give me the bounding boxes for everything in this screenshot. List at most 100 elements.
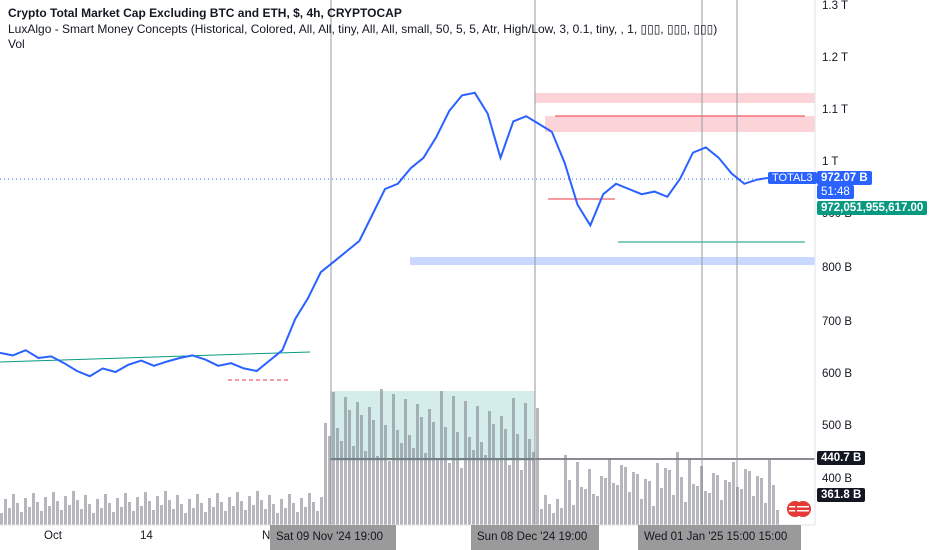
volume-bar <box>756 476 759 525</box>
volume-bar <box>60 510 63 525</box>
volume-bar <box>416 404 419 525</box>
volume-bar <box>428 409 431 525</box>
price-line <box>0 91 771 378</box>
volume-bar <box>384 425 387 525</box>
volume-bar <box>212 507 215 525</box>
volume-bar <box>696 486 699 525</box>
volume-bar <box>316 511 319 525</box>
volume-bar <box>184 513 187 525</box>
price-tick: 400 B <box>822 473 853 485</box>
volume-bar <box>548 504 551 525</box>
time-flag: Sat 09 Nov '24 19:00 <box>270 525 396 550</box>
volume-bar <box>172 509 175 525</box>
volume-bar <box>484 455 487 525</box>
price-tick: 600 B <box>822 368 853 380</box>
volume-bar <box>288 494 291 525</box>
volume-bar <box>480 442 483 525</box>
volume-bar <box>160 505 163 525</box>
volume-bar <box>436 458 439 525</box>
volume-bar <box>252 505 255 525</box>
volume-bar <box>556 499 559 525</box>
time-label: 14 <box>140 530 153 542</box>
volume-bar <box>672 495 675 525</box>
volume-bar <box>516 434 519 525</box>
volume-bar <box>240 501 243 525</box>
time-flag: Wed 01 Jan '25 15:00 15:00 <box>638 525 801 550</box>
volume-bar <box>376 456 379 525</box>
time-label: N <box>262 530 271 542</box>
volume-bar <box>12 494 15 525</box>
volume-bar <box>684 502 687 525</box>
volume-bar <box>64 496 67 525</box>
volume-bar <box>136 497 139 525</box>
volume-bar <box>664 468 667 525</box>
volume-bar <box>608 458 611 525</box>
volume-bar <box>600 476 603 525</box>
volume-bar <box>360 415 363 525</box>
volume-bar <box>24 498 27 525</box>
volume-bar <box>596 496 599 525</box>
volume-bar <box>128 502 131 525</box>
volume-bar <box>76 500 79 525</box>
volume-bar <box>140 506 143 525</box>
volume-bar <box>156 496 159 525</box>
crosshair-value-tag: 972,051,955,617.00 <box>817 201 928 215</box>
volume-bar <box>28 507 31 525</box>
volume-bar <box>452 396 455 525</box>
volume-bar <box>488 411 491 525</box>
volume-bar <box>528 439 531 525</box>
volume-bar <box>264 509 267 525</box>
volume-bar <box>144 492 147 525</box>
volume-bar <box>572 505 575 525</box>
volume-bar <box>700 466 703 525</box>
volume-bar <box>320 497 323 525</box>
price-tick: 700 B <box>822 316 853 328</box>
volume-bar <box>776 510 779 525</box>
volume-bar <box>120 507 123 525</box>
volume-bar <box>40 511 43 525</box>
volume-bar <box>304 507 307 525</box>
volume-bar <box>472 450 475 525</box>
volume-bar <box>20 512 23 525</box>
volume-bar <box>568 480 571 525</box>
volume-bar <box>196 494 199 525</box>
volume-title[interactable]: Vol <box>8 37 25 51</box>
volume-bar <box>424 453 427 525</box>
volume-bar <box>308 493 311 525</box>
indicator-title[interactable]: LuxAlgo - Smart Money Concepts (Historic… <box>8 21 718 36</box>
volume-bar <box>476 406 479 525</box>
volume-bar <box>728 482 731 525</box>
volume-bar <box>356 402 359 525</box>
volume-bar <box>256 491 259 525</box>
symbol-title[interactable]: Crypto Total Market Cap Excluding BTC an… <box>8 6 402 20</box>
volume-bar <box>52 492 55 525</box>
volume-bar <box>732 462 735 525</box>
bull-order-block <box>410 257 815 265</box>
volume-bar <box>704 491 707 525</box>
volume-bar <box>736 487 739 525</box>
volume-bar <box>524 403 527 525</box>
volume-bar <box>328 436 331 525</box>
volume-bar <box>768 460 771 525</box>
volume-bar <box>740 489 743 525</box>
volume-bar <box>580 487 583 525</box>
volume-bar <box>432 422 435 525</box>
volume-bar <box>72 491 75 525</box>
volume-bar <box>336 428 339 525</box>
volume-bar <box>284 508 287 525</box>
volume-bar <box>748 471 751 525</box>
volume-bar <box>96 499 99 525</box>
volume-bar <box>276 513 279 525</box>
volume-bar <box>440 391 443 525</box>
volume-bar <box>492 424 495 525</box>
volume-bar <box>4 499 7 525</box>
us-flag-icon[interactable] <box>786 500 812 518</box>
volume-bar <box>300 498 303 525</box>
volume-bar <box>80 509 83 525</box>
bear-order-block <box>545 116 815 132</box>
volume-bar <box>640 499 643 525</box>
volume-bar <box>496 460 499 525</box>
volume-bar <box>668 470 671 525</box>
volume-bar <box>348 410 351 525</box>
